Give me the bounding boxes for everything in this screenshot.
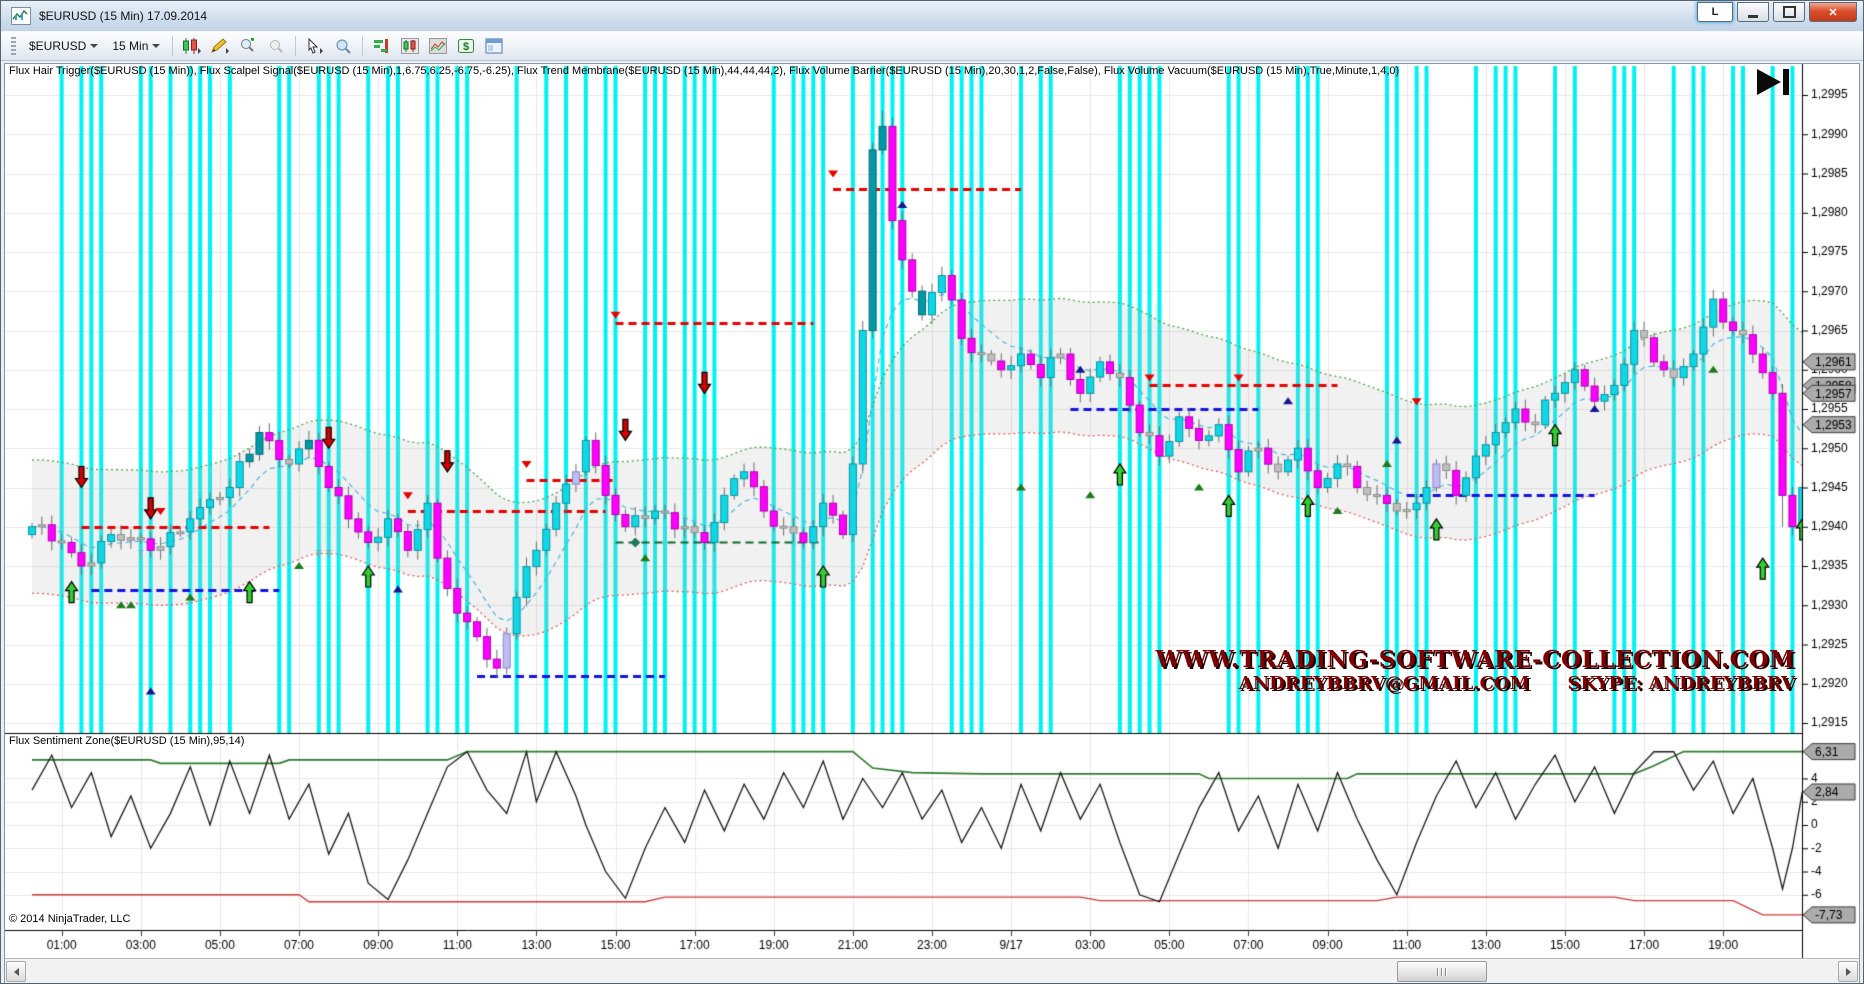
window-title: $EURUSD (15 Min) 17.09.2014 [39, 9, 208, 23]
toolbar: $EURUSD 15 Min [1, 31, 1863, 61]
magnifier-icon [336, 39, 352, 54]
zoom-out-button[interactable] [262, 34, 290, 58]
instrument-selector[interactable]: $EURUSD [22, 36, 105, 56]
watermark-skype: SKYPE: ANDREYBBRV [1567, 673, 1795, 694]
pencil-icon [211, 38, 230, 54]
chart-app-icon [11, 7, 31, 25]
copyright-label: © 2014 NinjaTrader, LLC [9, 913, 131, 925]
scroll-left-button[interactable] [6, 961, 26, 982]
cursor-icon [308, 38, 324, 54]
window-buttons: L ✕ [1697, 2, 1857, 22]
close-button[interactable]: ✕ [1809, 2, 1857, 22]
link-window-button[interactable]: L [1697, 2, 1733, 22]
bars-icon [401, 38, 420, 54]
toolbar-separator [172, 36, 174, 56]
properties-icon [485, 38, 503, 54]
properties-button[interactable] [480, 34, 508, 58]
chart-trader-icon [374, 39, 389, 53]
zoom-in-icon [241, 38, 255, 52]
candlestick-icon [183, 38, 202, 54]
drawing-tools-button[interactable] [206, 34, 234, 58]
dollar-icon: $ [458, 39, 475, 53]
interval-selector[interactable]: 15 Min [105, 36, 167, 56]
bars-panel-button[interactable] [396, 34, 424, 58]
go-to-end-button[interactable] [1755, 68, 1793, 101]
indicators-button[interactable] [424, 34, 452, 58]
scrollbar-thumb[interactable] [1397, 961, 1487, 982]
watermark-email: ANDREYBBRV@GMAIL.COM [1238, 673, 1530, 694]
toolbar-separator [295, 36, 297, 56]
triangle-right-icon [1845, 967, 1851, 976]
chart-style-button[interactable] [178, 34, 206, 58]
maximize-button[interactable] [1773, 2, 1805, 22]
data-box-button[interactable] [329, 34, 357, 58]
zoom-out-icon [270, 40, 284, 53]
instrument-label: $EURUSD [29, 39, 87, 53]
close-icon: ✕ [1828, 6, 1838, 19]
interval-label: 15 Min [112, 39, 149, 53]
line-chart-icon [429, 38, 448, 54]
toolbar-grip[interactable] [11, 37, 16, 55]
price-chart-canvas[interactable] [5, 64, 1859, 958]
chart-trader-button[interactable] [368, 34, 396, 58]
chart-panel[interactable]: Flux Hair Trigger($EURUSD (15 Min)), Flu… [4, 63, 1860, 983]
horizontal-scrollbar[interactable] [5, 958, 1859, 983]
account-data-button[interactable]: $ [452, 34, 480, 58]
triangle-left-icon [13, 967, 19, 976]
subpanel-indicator-label: Flux Sentiment Zone($EURUSD (15 Min),95,… [9, 735, 245, 747]
title-bar: $EURUSD (15 Min) 17.09.2014 L ✕ [1, 1, 1863, 31]
scroll-right-button[interactable] [1838, 961, 1858, 982]
cursor-tool-button[interactable] [301, 34, 329, 58]
indicator-label: Flux Hair Trigger($EURUSD (15 Min)), Flu… [9, 65, 1400, 77]
watermark: WWW.TRADING-SOFTWARE-COLLECTION.COM ANDR… [1155, 646, 1795, 694]
minimize-button[interactable] [1737, 2, 1769, 22]
play-to-end-icon [1757, 69, 1789, 95]
maximize-icon [1782, 6, 1796, 18]
watermark-line1: WWW.TRADING-SOFTWARE-COLLECTION.COM [1155, 646, 1795, 673]
svg-text:$: $ [463, 41, 469, 53]
toolbar-separator [362, 36, 364, 56]
minimize-icon [1748, 14, 1758, 18]
chevron-down-icon [90, 44, 99, 48]
chevron-down-icon [152, 44, 161, 48]
zoom-in-button[interactable] [234, 34, 262, 58]
